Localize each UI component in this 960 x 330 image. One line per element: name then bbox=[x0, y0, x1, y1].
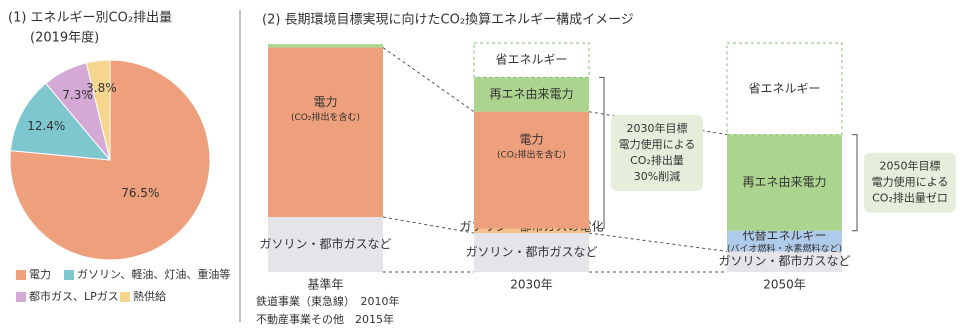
x-tick-label: 基準年 bbox=[307, 277, 343, 292]
segment-label: 再エネ由来電力 bbox=[742, 175, 826, 189]
pie-slice bbox=[85, 59, 111, 161]
data-label: 12.4% bbox=[27, 119, 65, 133]
segment-note: (CO₂排出を含む) bbox=[497, 149, 566, 161]
bar-segment bbox=[268, 44, 383, 48]
x-tick-label: 2050年 bbox=[763, 278, 806, 292]
data-label: 76.5% bbox=[121, 186, 159, 200]
category-note: 不動産事業その他 2015年 bbox=[256, 312, 394, 326]
segment-label: 省エネルギー bbox=[495, 53, 567, 67]
annotation-text: 電力使用による bbox=[619, 138, 696, 151]
legend-swatch bbox=[64, 270, 74, 280]
segment-label: 代替エネルギー bbox=[742, 229, 826, 243]
data-label: 7.3% bbox=[62, 88, 93, 102]
segment-label: ガソリン・都市ガスなど bbox=[465, 244, 597, 259]
legend-label: 電力 bbox=[29, 268, 51, 281]
bar-segment bbox=[473, 42, 590, 78]
pie-slice bbox=[9, 82, 112, 161]
data-label: 3.8% bbox=[86, 81, 117, 95]
bar-segment bbox=[268, 217, 383, 272]
annotation-box bbox=[864, 152, 956, 213]
bar-segment bbox=[726, 42, 843, 136]
segment-label: 省エネルギー bbox=[748, 81, 820, 95]
segment-label: ガソリン・都市ガスなど bbox=[259, 236, 391, 251]
annotation-text: 2050年目標 bbox=[880, 159, 941, 173]
bracket bbox=[599, 76, 605, 229]
legend-swatch bbox=[16, 292, 26, 302]
category-note: 鉄道事業（東急線） 2010年 bbox=[256, 294, 400, 308]
bar-segment bbox=[474, 77, 589, 112]
segment-label: 電力 bbox=[519, 133, 543, 147]
annotation-text: 2030年目標 bbox=[627, 121, 688, 135]
x-tick-label: 2030年 bbox=[510, 278, 553, 292]
segment-label: ガソリン・都市ガスなど bbox=[718, 253, 850, 268]
bar-segment bbox=[727, 230, 842, 252]
segment-note: (CO₂排出を含む) bbox=[291, 111, 360, 123]
connector bbox=[382, 47, 475, 113]
legend-label: ガソリン、軽油、灯油、重油等 bbox=[77, 267, 230, 281]
legend-label: 都市ガス、LPガス bbox=[29, 289, 119, 303]
chart-title: (2) 長期環境目標実現に向けたCO₂換算エネルギー構成イメージ bbox=[262, 12, 634, 28]
segment-label: 電力 bbox=[313, 95, 337, 109]
segment-label: 再エネ由来電力 bbox=[489, 87, 573, 101]
bar-segment bbox=[727, 134, 842, 231]
connector bbox=[588, 232, 728, 252]
legend-swatch bbox=[16, 270, 26, 280]
legend-swatch bbox=[120, 292, 130, 302]
bar-segment bbox=[268, 47, 383, 218]
annotation-box bbox=[611, 114, 703, 191]
connector bbox=[588, 111, 728, 136]
bar-segment bbox=[474, 228, 589, 234]
chart-subtitle: (2019年度) bbox=[30, 30, 99, 46]
annotation-text: CO₂排出量 bbox=[630, 153, 684, 167]
annotation-text: 電力使用による bbox=[872, 176, 949, 189]
bracket bbox=[852, 134, 858, 232]
bar-segment bbox=[474, 111, 589, 229]
bar-segment bbox=[727, 251, 842, 272]
chart-title: (1) エネルギー別CO₂排出量 bbox=[8, 11, 172, 26]
annotation-text: 30%削減 bbox=[634, 169, 680, 183]
segment-note: (バイオ燃料・水素燃料など) bbox=[727, 243, 842, 255]
annotation-text: CO₂排出量ゼロ bbox=[872, 191, 948, 205]
legend-label: 熱供給 bbox=[133, 289, 166, 303]
bar-segment bbox=[474, 233, 589, 272]
